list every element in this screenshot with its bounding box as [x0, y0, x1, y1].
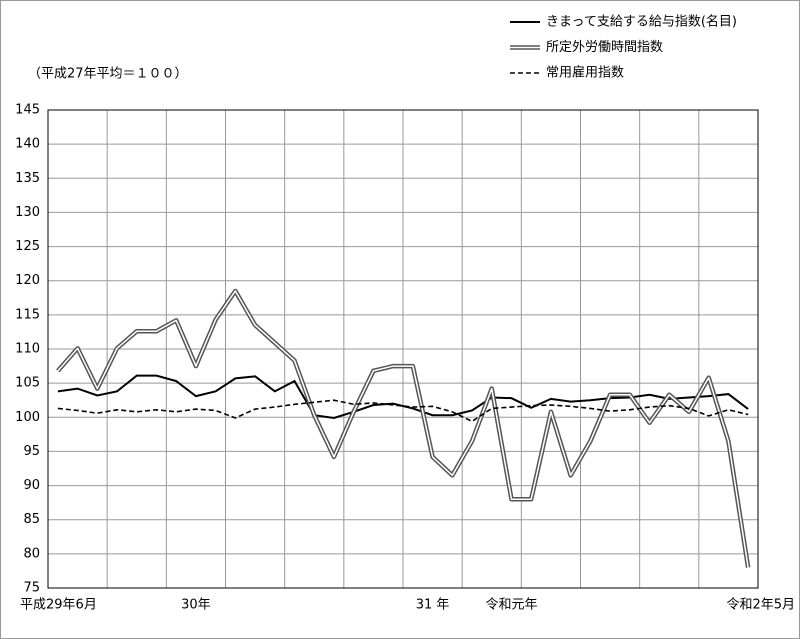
y-tick-label: 145 — [15, 103, 40, 118]
y-tick-label: 110 — [15, 342, 40, 357]
y-tick-label: 85 — [23, 512, 40, 527]
x-tick-label: 令和2年5月 — [726, 598, 795, 613]
legend-label: 所定外労働時間指数 — [546, 40, 663, 55]
y-tick-label: 75 — [23, 581, 40, 596]
y-tick-label: 140 — [15, 137, 40, 152]
y-tick-label: 100 — [15, 410, 40, 425]
x-tick-label: 令和元年 — [485, 598, 537, 613]
y-tick-label: 130 — [15, 205, 40, 220]
x-tick-label: 30年 — [181, 598, 211, 613]
y-tick-label: 80 — [23, 546, 40, 561]
x-tick-label: 31 年 — [416, 598, 450, 613]
series-line — [57, 399, 749, 423]
legend-label: 常用雇用指数 — [546, 65, 624, 81]
y-tick-label: 120 — [15, 273, 40, 288]
plot-border — [47, 109, 759, 589]
unit-label: （平成27年平均＝１００） — [28, 67, 188, 82]
y-tick-label: 95 — [23, 444, 40, 459]
y-tick-label: 90 — [23, 478, 40, 493]
y-tick-label: 125 — [15, 239, 40, 254]
y-tick-label: 115 — [15, 307, 40, 322]
y-tick-label: 135 — [15, 171, 40, 186]
series-line-inner — [57, 290, 749, 568]
legend-label: きまって支給する給与指数(名目) — [546, 14, 737, 30]
x-tick-label: 平成29年6月 — [20, 598, 97, 613]
y-tick-label: 105 — [15, 376, 40, 391]
